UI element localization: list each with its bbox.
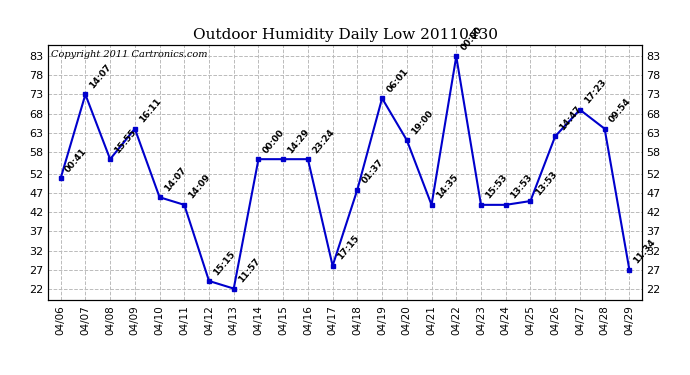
Text: 13:53: 13:53 xyxy=(509,173,534,201)
Text: 19:00: 19:00 xyxy=(410,108,435,136)
Text: 11:34: 11:34 xyxy=(632,238,658,266)
Text: 14:47: 14:47 xyxy=(558,104,584,132)
Text: 23:24: 23:24 xyxy=(310,127,336,155)
Text: 15:53: 15:53 xyxy=(484,173,509,201)
Text: 00:41: 00:41 xyxy=(63,146,88,174)
Text: 14:29: 14:29 xyxy=(286,127,311,155)
Title: Outdoor Humidity Daily Low 20110430: Outdoor Humidity Daily Low 20110430 xyxy=(193,28,497,42)
Text: 16:11: 16:11 xyxy=(137,97,163,124)
Text: 01:37: 01:37 xyxy=(360,158,386,186)
Text: 06:01: 06:01 xyxy=(385,67,410,94)
Text: 00:00: 00:00 xyxy=(459,25,484,52)
Text: 14:07: 14:07 xyxy=(162,165,188,193)
Text: 14:35: 14:35 xyxy=(434,173,460,201)
Text: 17:15: 17:15 xyxy=(335,234,361,262)
Text: 13:53: 13:53 xyxy=(533,169,558,197)
Text: 15:55: 15:55 xyxy=(113,127,138,155)
Text: 14:07: 14:07 xyxy=(88,63,114,90)
Text: Copyright 2011 Cartronics.com: Copyright 2011 Cartronics.com xyxy=(51,50,208,59)
Text: 09:54: 09:54 xyxy=(607,97,633,124)
Text: 00:00: 00:00 xyxy=(262,128,286,155)
Text: 14:09: 14:09 xyxy=(187,173,213,201)
Text: 11:57: 11:57 xyxy=(237,256,262,284)
Text: 15:15: 15:15 xyxy=(212,249,237,277)
Text: 17:23: 17:23 xyxy=(582,78,608,105)
